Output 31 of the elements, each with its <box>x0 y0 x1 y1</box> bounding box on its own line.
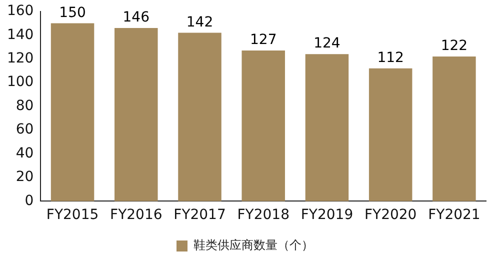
x-tick-label: FY2018 <box>237 207 290 224</box>
x-tick-label: FY2020 <box>364 207 417 224</box>
y-tick-label: 100 <box>6 74 34 90</box>
y-tick-label: 40 <box>16 145 34 162</box>
y-tick-label: 60 <box>16 122 34 138</box>
y-tick-label: 0 <box>24 192 34 209</box>
x-tick-label: FY2021 <box>428 207 480 224</box>
y-tick-label: 80 <box>16 98 34 114</box>
data-label: 142 <box>186 14 214 30</box>
data-label: 112 <box>377 50 404 66</box>
bar <box>432 56 476 202</box>
y-tick-label: 120 <box>6 50 34 66</box>
data-label: 146 <box>122 10 150 26</box>
bar <box>242 50 285 202</box>
y-tick-label: 140 <box>6 26 34 43</box>
bar <box>114 28 158 202</box>
bar <box>50 23 94 202</box>
bar <box>305 54 349 202</box>
data-label: 124 <box>314 36 340 52</box>
data-label: 122 <box>440 38 468 54</box>
x-tick-label: FY2017 <box>174 207 226 224</box>
y-tick-label: 20 <box>16 169 34 186</box>
legend-label: 鞋类供应商数量（个） <box>194 238 314 252</box>
data-label: 127 <box>250 32 277 48</box>
x-tick-label: FY2019 <box>300 207 354 224</box>
y-tick-label: 160 <box>6 3 34 20</box>
bar <box>178 32 222 202</box>
data-label: 150 <box>59 4 86 21</box>
bar <box>368 68 412 202</box>
x-tick-label: FY2015 <box>46 207 99 224</box>
x-tick-label: FY2016 <box>110 207 162 224</box>
